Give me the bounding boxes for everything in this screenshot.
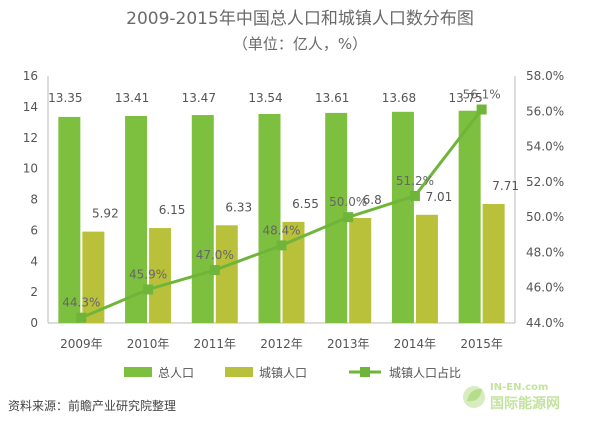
- right-tick-label: 56.0%: [526, 104, 564, 118]
- left-tick-label: 16: [23, 69, 38, 83]
- right-tick-label: 52.0%: [526, 175, 564, 189]
- right-tick-label: 46.0%: [526, 281, 564, 295]
- point-urban-ratio: [209, 265, 220, 276]
- category-label: 2009年: [60, 337, 103, 351]
- bar-label-total-population: 13.61: [315, 91, 349, 105]
- bar-total-population: [458, 110, 481, 323]
- point-urban-ratio: [409, 190, 420, 201]
- bar-label-urban-population: 5.92: [92, 207, 119, 221]
- bar-urban-population: [482, 203, 505, 323]
- point-label-urban-ratio: 50.0%: [329, 195, 367, 209]
- source-note: 资料来源：前瞻产业研究院整理: [8, 398, 176, 413]
- point-label-urban-ratio: 56.1%: [463, 88, 501, 102]
- right-tick-label: 48.0%: [526, 245, 564, 259]
- right-tick-label: 44.0%: [526, 316, 564, 330]
- point-urban-ratio: [343, 212, 354, 223]
- bar-label-urban-population: 6.15: [159, 203, 186, 217]
- left-tick-label: 2: [30, 285, 38, 299]
- legend-label-total-population: 总人口: [158, 366, 194, 380]
- bar-total-population: [325, 112, 348, 323]
- right-tick-label: 58.0%: [526, 69, 564, 83]
- chart-title: 2009-2015年中国总人口和城镇人口数分布图: [126, 9, 474, 29]
- category-label: 2015年: [460, 337, 503, 351]
- right-tick-label: 50.0%: [526, 210, 564, 224]
- bar-label-total-population: 13.75: [448, 91, 482, 105]
- legend-marker-urban-ratio: [360, 367, 370, 377]
- right-tick-label: 54.0%: [526, 140, 564, 154]
- point-label-urban-ratio: 45.9%: [129, 267, 167, 281]
- bar-urban-population: [349, 218, 372, 323]
- category-label: 2010年: [127, 337, 170, 351]
- left-tick-label: 12: [23, 131, 38, 145]
- bar-label-urban-population: 7.01: [426, 190, 453, 204]
- left-tick-label: 6: [30, 223, 38, 237]
- leaf-logo-icon: [463, 386, 485, 408]
- watermark-text-domain: IN-EN.com: [490, 382, 548, 393]
- point-urban-ratio: [76, 312, 87, 323]
- bar-total-population: [391, 111, 414, 323]
- left-y-axis: 0 2 4 6 8 10 12 14 16: [23, 69, 49, 330]
- left-tick-label: 4: [30, 254, 38, 268]
- chart-subtitle: （单位：亿人，%）: [233, 35, 367, 53]
- x-axis-categories: 2009年 2010年 2011年 2012年 2013年 2014年 2015年: [60, 337, 503, 351]
- bar-label-urban-population: 6.55: [292, 197, 319, 211]
- watermark-logo: IN-EN.com 国际能源网: [463, 382, 560, 412]
- legend-swatch-urban-population: [225, 367, 253, 377]
- bar-total-population: [58, 116, 81, 323]
- category-label: 2012年: [260, 337, 303, 351]
- point-label-urban-ratio: 47.0%: [196, 248, 234, 262]
- legend: 总人口 城镇人口 城镇人口占比: [124, 365, 461, 380]
- bar-label-total-population: 13.41: [115, 91, 149, 105]
- watermark-text-name: 国际能源网: [490, 395, 560, 412]
- bar-label-urban-population: 7.71: [492, 179, 519, 193]
- bar-urban-population: [82, 231, 105, 323]
- category-label: 2011年: [194, 337, 237, 351]
- bar-label-urban-population: 6.33: [225, 200, 252, 214]
- legend-label-urban-population: 城镇人口: [259, 366, 307, 380]
- left-tick-label: 0: [30, 316, 38, 330]
- point-urban-ratio: [476, 104, 487, 115]
- point-label-urban-ratio: 48.4%: [262, 223, 300, 237]
- bar-total-population: [258, 113, 281, 323]
- bar-label-total-population: 13.54: [248, 91, 282, 105]
- bar-urban-population: [282, 221, 305, 323]
- bar-urban-population: [415, 214, 438, 323]
- point-urban-ratio: [143, 284, 154, 295]
- bar-label-total-population: 13.47: [182, 91, 216, 105]
- bar-total-population: [191, 115, 214, 323]
- bar-total-population: [125, 115, 148, 323]
- point-urban-ratio: [276, 240, 287, 251]
- point-label-urban-ratio: 51.2%: [396, 174, 434, 188]
- point-label-urban-ratio: 44.3%: [62, 296, 100, 310]
- category-label: 2013年: [327, 337, 370, 351]
- bar-series: 13.35 5.92 13.41 6.15 13.47 6.33 13.54 6.55 13.6…: [48, 91, 519, 323]
- left-tick-label: 8: [30, 193, 38, 207]
- left-tick-label: 10: [23, 162, 38, 176]
- category-label: 2014年: [394, 337, 437, 351]
- bar-label-urban-population: 6.8: [363, 193, 382, 207]
- bar-urban-population: [149, 228, 172, 323]
- line-series: 44.3% 45.9% 47.0% 48.4% 50.0% 51.2% 56.1%: [62, 88, 501, 323]
- legend-label-urban-ratio: 城镇人口占比: [389, 365, 461, 380]
- bar-label-total-population: 13.68: [382, 91, 416, 105]
- bar-urban-population: [215, 225, 238, 323]
- left-tick-label: 14: [23, 100, 38, 114]
- legend-swatch-total-population: [124, 367, 152, 377]
- right-y-axis: 44.0% 46.0% 48.0% 50.0% 52.0% 54.0% 56.0% 58.0%: [48, 69, 564, 330]
- bar-label-total-population: 13.35: [48, 91, 82, 105]
